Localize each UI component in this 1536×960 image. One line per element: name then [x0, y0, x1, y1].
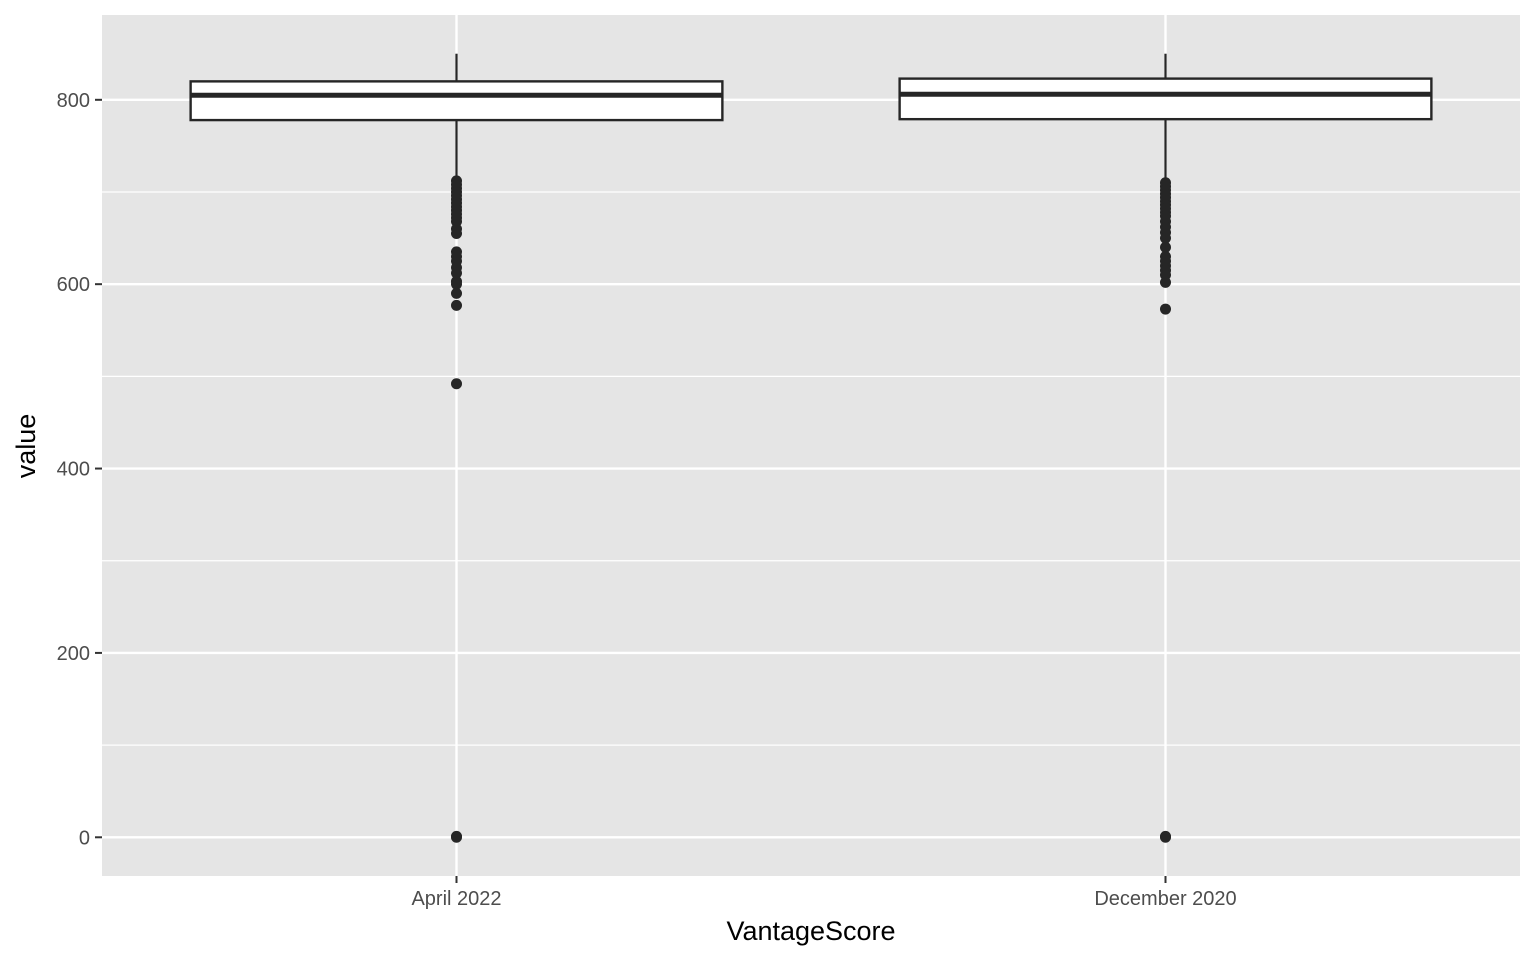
y-axis-title: value [11, 414, 41, 479]
outlier-point [451, 278, 462, 290]
outlier-point [1160, 232, 1171, 244]
outlier-point [451, 378, 462, 390]
outlier-point [1160, 303, 1171, 315]
outlier-point [1160, 241, 1171, 253]
outlier-point [451, 287, 462, 299]
outlier-point [1160, 831, 1171, 843]
box-iqr [189, 80, 724, 122]
outlier-point [451, 227, 462, 239]
outlier-point [451, 299, 462, 311]
boxes-layer [189, 53, 1433, 843]
outlier-point [451, 267, 462, 279]
y-tick-label: 0 [79, 827, 90, 849]
box-1 [189, 53, 724, 843]
box-iqr [898, 77, 1433, 121]
y-axis: 0 200 400 600 800 [57, 90, 102, 849]
x-axis: April 2022 December 2020 [411, 876, 1237, 910]
y-tick-label: 400 [57, 459, 90, 481]
x-tick-label: December 2020 [1094, 888, 1236, 910]
y-tick-label: 800 [57, 90, 90, 112]
outlier-point [1160, 276, 1171, 288]
y-tick-label: 600 [57, 274, 90, 296]
minor-gridlines [102, 191, 1520, 746]
plot-panel [102, 15, 1520, 876]
x-tick-label: April 2022 [411, 888, 501, 910]
x-axis-title: VantageScore [726, 916, 895, 946]
outlier-point [451, 831, 462, 843]
y-tick-label: 200 [57, 643, 90, 665]
box-2 [898, 53, 1433, 843]
